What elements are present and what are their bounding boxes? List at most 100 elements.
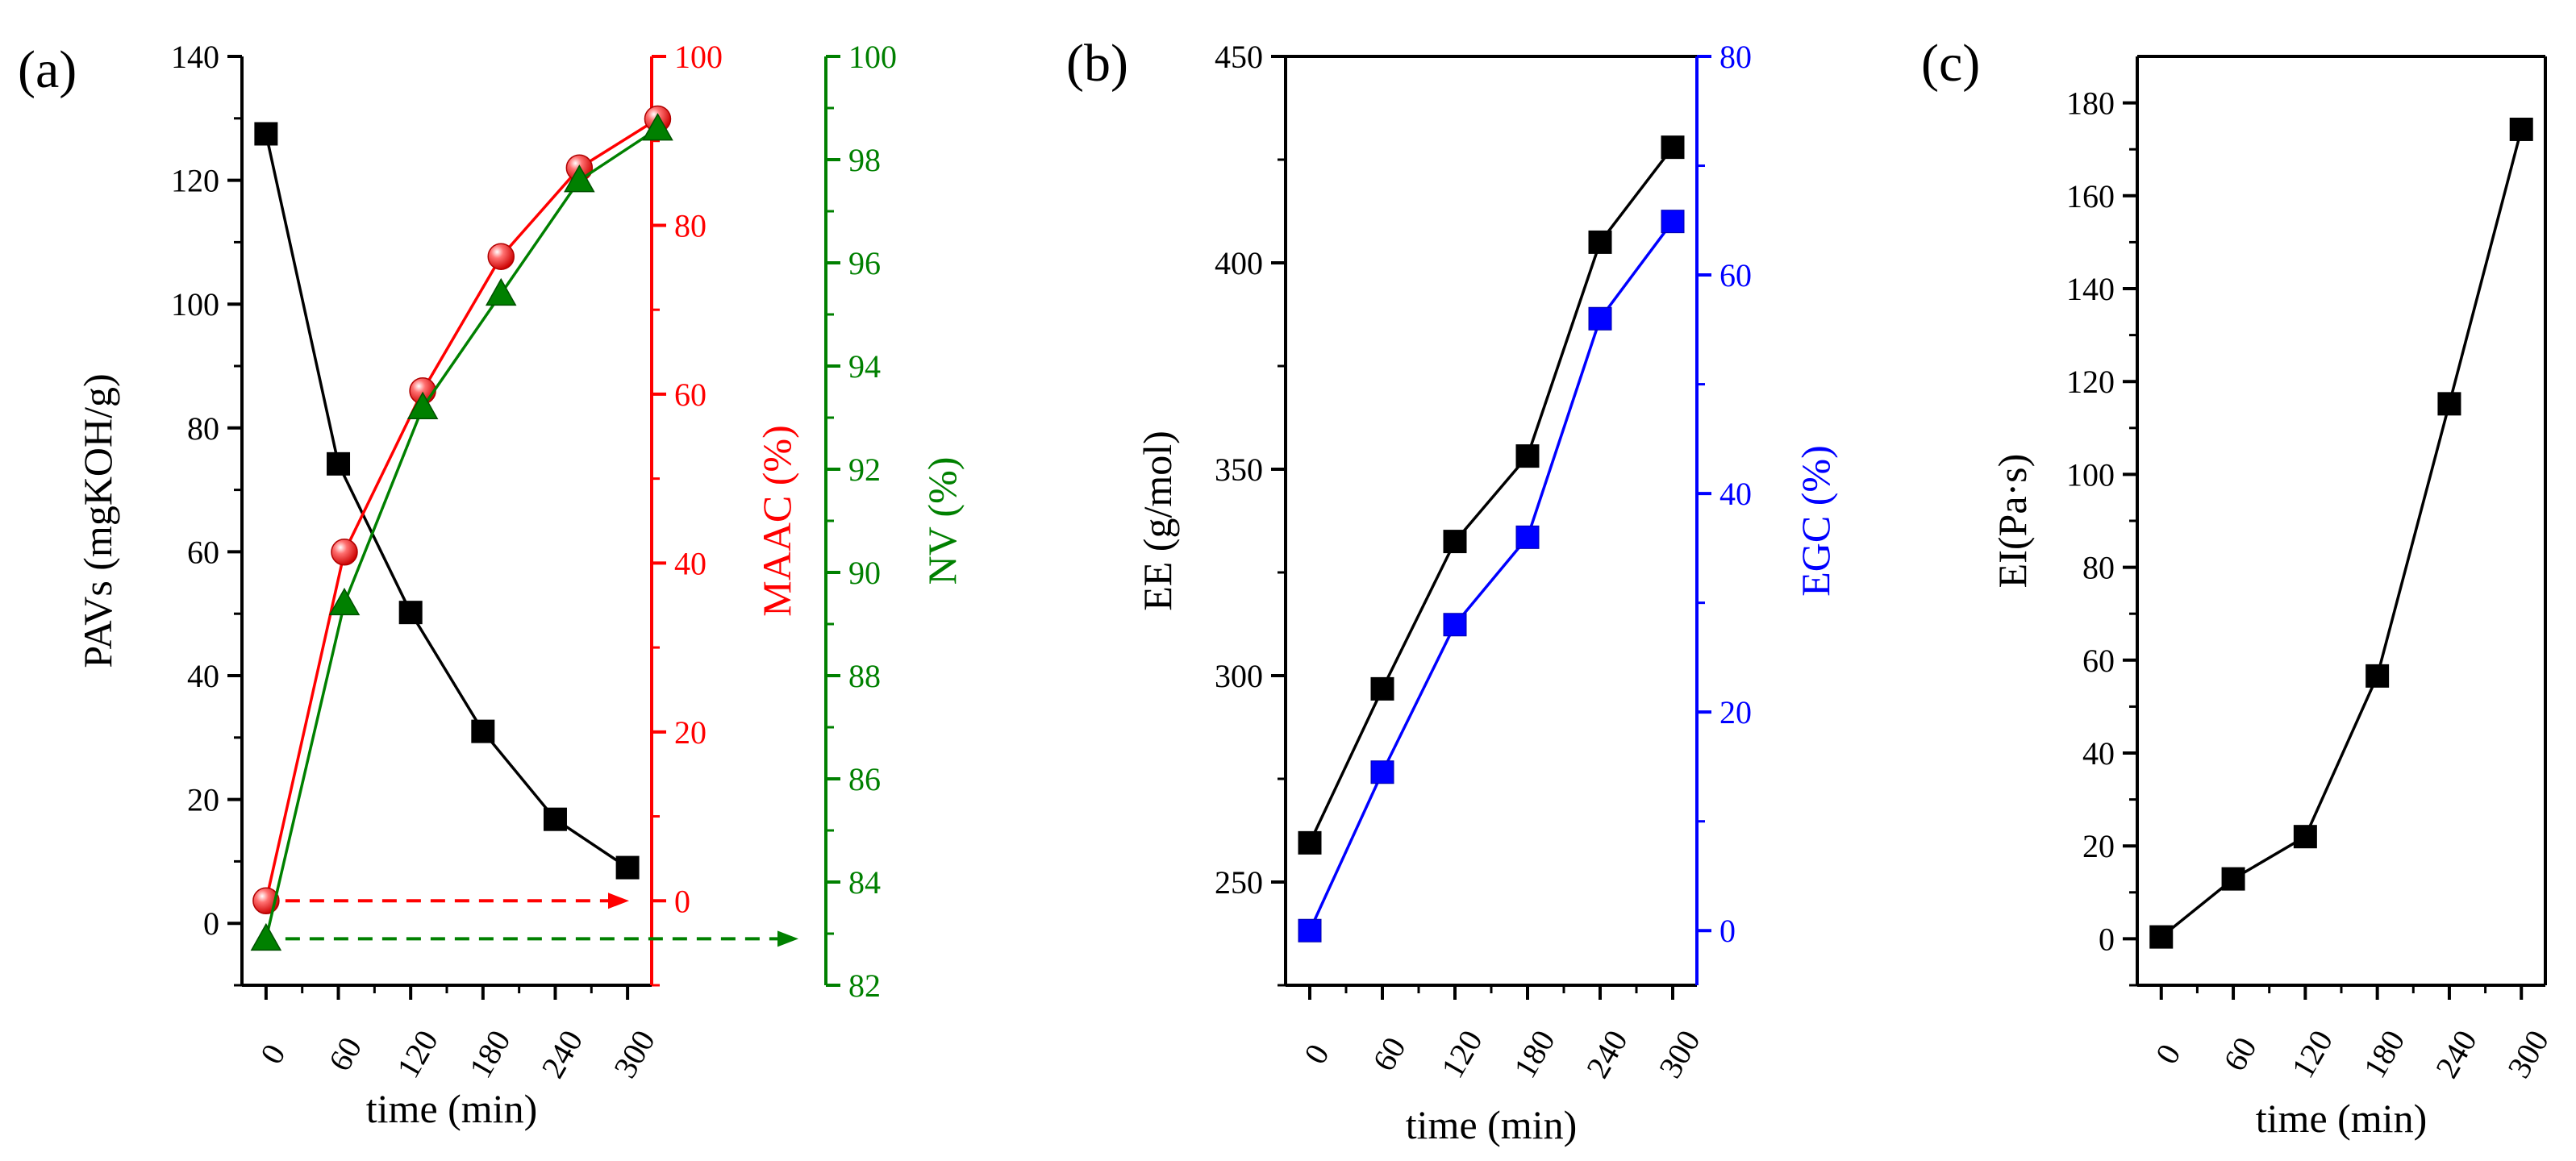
chart-panel-1: (a) 0 60 120 180 240 300 time (min) 0 20 40 60 80 100… xyxy=(18,39,965,1131)
x-tick-label: 0 xyxy=(253,1038,293,1070)
data-point-egc xyxy=(1370,760,1394,784)
data-point-ee xyxy=(1515,444,1540,468)
data-point-pavs xyxy=(543,807,567,831)
y-axis-label-red: MAAC (%) xyxy=(754,425,799,616)
panel-label: (c) xyxy=(1921,34,1980,93)
data-point-ee xyxy=(1588,230,1612,254)
x-axis-label: time (min) xyxy=(366,1086,537,1131)
y-tick-label: 80 xyxy=(2082,550,2115,586)
x-tick-label: 60 xyxy=(321,1031,369,1077)
y-tick-label: 140 xyxy=(171,39,219,75)
y-tick-label: 450 xyxy=(1215,39,1263,75)
x-tick-label: 120 xyxy=(2284,1024,2340,1084)
x-tick-label: 0 xyxy=(1297,1038,1336,1070)
y-tick-label: 60 xyxy=(1719,257,1752,293)
y-tick-label: 100 xyxy=(2066,456,2115,493)
data-point-egc xyxy=(1443,613,1467,637)
data-point-egc xyxy=(1588,306,1612,331)
x-tick-label: 60 xyxy=(1365,1031,1413,1077)
data-point-ei xyxy=(2437,392,2461,416)
y-tick-label: 84 xyxy=(848,864,881,901)
data-point-egc xyxy=(1515,525,1540,549)
x-axis-label: time (min) xyxy=(1406,1102,1577,1147)
y-tick-label: 140 xyxy=(2066,271,2115,307)
x-tick-label: 180 xyxy=(2356,1024,2411,1084)
y-tick-label: 60 xyxy=(674,377,707,413)
y-tick-label: 80 xyxy=(674,207,707,243)
y-tick-label: 90 xyxy=(848,555,881,591)
y-tick-label: 88 xyxy=(848,658,881,694)
series-line-maac xyxy=(265,118,659,901)
x-tick-label: 120 xyxy=(1434,1024,1490,1084)
data-point-nv xyxy=(328,587,361,616)
y-axis-label-left: EI(Pa·s) xyxy=(1990,454,2035,589)
y-tick-label: 86 xyxy=(848,761,881,797)
x-tick-label: 300 xyxy=(2500,1024,2556,1084)
data-point-pavs xyxy=(398,601,423,625)
y-tick-label: 0 xyxy=(1719,913,1736,949)
data-point-ei xyxy=(2221,867,2245,891)
y-tick-label: 96 xyxy=(848,245,881,281)
y-tick-label: 100 xyxy=(171,286,219,322)
data-point-ei xyxy=(2149,925,2174,949)
x-tick-label: 240 xyxy=(534,1024,590,1084)
data-point-ee xyxy=(1661,135,1685,160)
y-tick-label: 120 xyxy=(171,163,219,199)
x-tick-label: 300 xyxy=(1652,1024,1707,1084)
data-point-nv xyxy=(485,277,517,306)
series-line-ee xyxy=(1308,146,1674,844)
chart-panel-3: (c) 0 60 120 180 240 300 time (min) 0 20 40 60 80 100… xyxy=(1921,34,2556,1141)
data-point-ei xyxy=(2366,664,2390,688)
y-tick-label: 40 xyxy=(674,545,707,581)
data-point-pavs xyxy=(327,452,351,476)
y-axis-label-green: NV (%) xyxy=(919,457,965,585)
series-line-pavs xyxy=(265,133,629,869)
y-tick-label: 40 xyxy=(187,658,219,694)
y-tick-label: 98 xyxy=(848,142,881,178)
y-tick-label: 400 xyxy=(1215,245,1263,281)
series-line-nv xyxy=(265,127,659,939)
data-point-pavs xyxy=(615,855,640,880)
y-tick-label: 20 xyxy=(1719,694,1752,730)
y-tick-label: 94 xyxy=(848,348,881,385)
x-tick-label: 0 xyxy=(2149,1038,2188,1070)
y-tick-label: 160 xyxy=(2066,178,2115,214)
series-line-egc xyxy=(1308,220,1674,931)
data-point-nv xyxy=(250,922,282,951)
panel-label: (b) xyxy=(1066,34,1128,93)
data-point-maac xyxy=(331,538,358,566)
data-point-ei xyxy=(2293,825,2317,849)
panel-label: (a) xyxy=(18,40,77,99)
y-tick-label: 300 xyxy=(1215,658,1263,694)
data-point-nv xyxy=(564,164,595,193)
y-tick-label: 92 xyxy=(848,452,881,488)
y-tick-label: 82 xyxy=(848,968,881,1004)
x-tick-label: 240 xyxy=(1579,1024,1635,1084)
data-point-pavs xyxy=(254,122,278,146)
y-tick-label: 250 xyxy=(1215,864,1263,901)
data-point-ei xyxy=(2509,117,2533,141)
y-tick-label: 120 xyxy=(2066,364,2115,400)
data-point-maac xyxy=(487,243,515,270)
y-tick-label: 180 xyxy=(2066,85,2115,122)
data-point-ee xyxy=(1370,676,1394,701)
y-tick-label: 40 xyxy=(1719,476,1752,512)
x-tick-label: 240 xyxy=(2428,1024,2484,1084)
x-tick-label: 300 xyxy=(606,1024,662,1084)
data-point-ee xyxy=(1298,830,1322,855)
y-tick-label: 20 xyxy=(2082,828,2115,864)
y-tick-label: 20 xyxy=(187,782,219,818)
y-tick-label: 60 xyxy=(2082,643,2115,679)
y-axis-label-blue: EGC (%) xyxy=(1793,445,1838,596)
y-tick-label: 0 xyxy=(674,883,690,919)
x-tick-label: 60 xyxy=(2216,1031,2264,1077)
y-axis-label-left: PAVs (mgKOH/g) xyxy=(75,373,120,668)
y-tick-label: 100 xyxy=(674,39,723,75)
y-axis-label-left: EE (g/mol) xyxy=(1135,431,1180,611)
x-tick-label: 120 xyxy=(390,1024,445,1084)
y-tick-label: 80 xyxy=(1719,39,1752,75)
data-point-egc xyxy=(1298,918,1322,943)
y-tick-label: 100 xyxy=(848,39,897,75)
